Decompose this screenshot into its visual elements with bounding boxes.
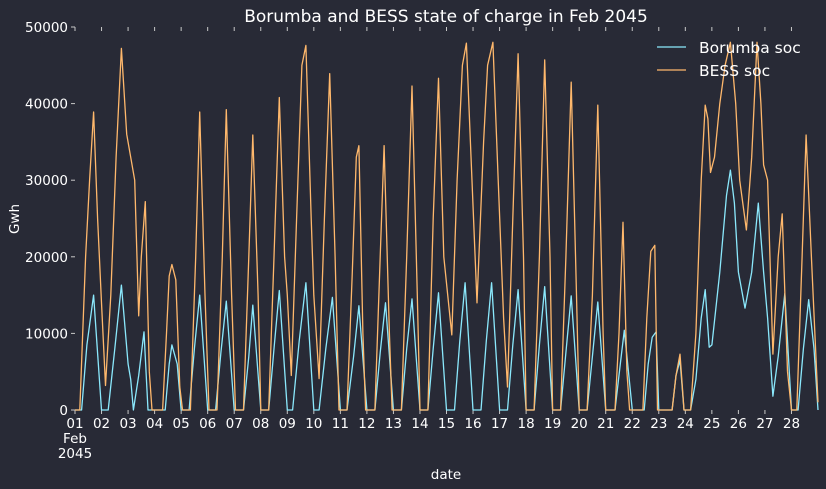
series-line-borumba-soc [75,169,819,411]
x-tick-label: 28 [783,416,800,432]
y-tick-label: 0 [59,403,68,419]
x-tick-label: 17 [491,416,508,432]
y-tick-label: 50000 [25,20,68,36]
x-tick-label: 18 [518,416,535,432]
x-tick-label: 22 [624,416,641,432]
x-tick-label: 2045 [58,446,92,462]
legend-label: BESS soc [699,62,770,80]
x-tick-label: 15 [438,416,455,432]
x-tick-label: 20 [571,416,588,432]
series-line-bess-soc [75,41,819,411]
x-tick-label: 21 [597,416,614,432]
legend: Borumba soc BESS soc [657,39,801,80]
x-tick-label: 02 [93,416,110,432]
x-tick-label: 06 [199,416,216,432]
x-tick-label: 23 [650,416,667,432]
x-tick-label: 12 [358,416,375,432]
x-tick-label: 26 [730,416,747,432]
x-tick-label: 01 [66,416,83,432]
x-tick-label: 08 [252,416,269,432]
x-tick-label: Feb [63,431,87,447]
chart-title: Borumba and BESS state of charge in Feb … [244,7,648,27]
y-tick-label: 20000 [25,250,68,266]
y-axis-label: Gwh [7,204,23,234]
x-tick-label: 27 [756,416,773,432]
x-tick-label: 16 [464,416,481,432]
x-tick-label: 10 [305,416,322,432]
x-tick-label: 04 [146,416,163,432]
x-tick-label: 14 [411,416,428,432]
y-tick-label: 40000 [25,97,68,113]
x-tick-label: 24 [677,416,694,432]
x-tick-label: 09 [279,416,296,432]
x-tick-label: 07 [226,416,243,432]
y-axis: 0 10000 20000 30000 40000 50000 [25,20,75,419]
y-tick-label: 30000 [25,173,68,189]
legend-label: Borumba soc [699,39,801,57]
series-lines [75,41,819,411]
x-tick-label: 05 [173,416,190,432]
x-tick-label: 11 [332,416,349,432]
x-tick-label: 19 [544,416,561,432]
x-tick-label: 03 [119,416,136,432]
x-tick-label: 13 [385,416,402,432]
x-axis-label: date [431,467,461,483]
x-tick-label: 25 [703,416,720,432]
y-tick-label: 10000 [25,326,68,342]
